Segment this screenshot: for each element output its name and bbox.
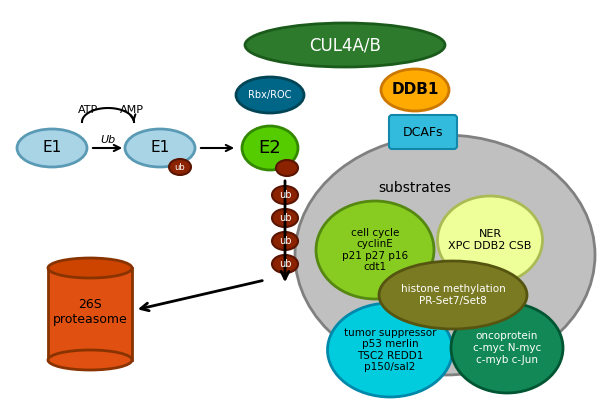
Text: cell cycle
cyclinE
p21 p27 p16
cdt1: cell cycle cyclinE p21 p27 p16 cdt1 bbox=[342, 228, 408, 272]
Ellipse shape bbox=[381, 69, 449, 111]
Ellipse shape bbox=[48, 350, 132, 370]
Text: 26S
proteasome: 26S proteasome bbox=[53, 298, 127, 326]
Ellipse shape bbox=[451, 303, 563, 393]
Ellipse shape bbox=[379, 261, 527, 329]
Ellipse shape bbox=[437, 196, 542, 284]
Ellipse shape bbox=[272, 186, 298, 204]
Ellipse shape bbox=[169, 159, 191, 175]
Text: NER
XPC DDB2 CSB: NER XPC DDB2 CSB bbox=[448, 229, 532, 251]
Ellipse shape bbox=[328, 303, 452, 397]
Text: Ub: Ub bbox=[100, 135, 116, 145]
Text: AMP: AMP bbox=[120, 105, 144, 115]
Ellipse shape bbox=[272, 209, 298, 227]
Ellipse shape bbox=[316, 201, 434, 299]
Ellipse shape bbox=[236, 77, 304, 113]
Text: ub: ub bbox=[281, 164, 292, 172]
Text: E1: E1 bbox=[151, 140, 170, 156]
Text: CUL4A/B: CUL4A/B bbox=[309, 36, 381, 54]
Ellipse shape bbox=[245, 23, 445, 67]
Text: E2: E2 bbox=[259, 139, 281, 157]
Text: ub: ub bbox=[279, 236, 291, 246]
Text: substrates: substrates bbox=[379, 181, 451, 195]
Ellipse shape bbox=[48, 258, 132, 278]
FancyBboxPatch shape bbox=[389, 115, 457, 149]
Ellipse shape bbox=[17, 129, 87, 167]
Text: DCAFs: DCAFs bbox=[403, 126, 443, 138]
Ellipse shape bbox=[125, 129, 195, 167]
Ellipse shape bbox=[276, 160, 298, 176]
Ellipse shape bbox=[272, 255, 298, 273]
Text: E1: E1 bbox=[43, 140, 62, 156]
Text: ub: ub bbox=[175, 162, 185, 172]
Text: oncoprotein
c-myc N-myc
c-myb c-Jun: oncoprotein c-myc N-myc c-myb c-Jun bbox=[473, 331, 541, 365]
Ellipse shape bbox=[295, 135, 595, 375]
Text: tumor suppressor
p53 merlin
TSC2 REDD1
p150/sal2: tumor suppressor p53 merlin TSC2 REDD1 p… bbox=[344, 328, 436, 373]
Text: ub: ub bbox=[279, 213, 291, 223]
Text: ATP: ATP bbox=[78, 105, 98, 115]
Text: ub: ub bbox=[279, 190, 291, 200]
Text: Rbx/ROC: Rbx/ROC bbox=[248, 90, 292, 100]
Text: histone methylation
PR-Set7/Set8: histone methylation PR-Set7/Set8 bbox=[401, 284, 505, 306]
Ellipse shape bbox=[272, 232, 298, 250]
Ellipse shape bbox=[242, 126, 298, 170]
Text: DDB1: DDB1 bbox=[391, 83, 439, 97]
Text: ub: ub bbox=[279, 259, 291, 269]
Bar bbox=[48, 268, 132, 360]
